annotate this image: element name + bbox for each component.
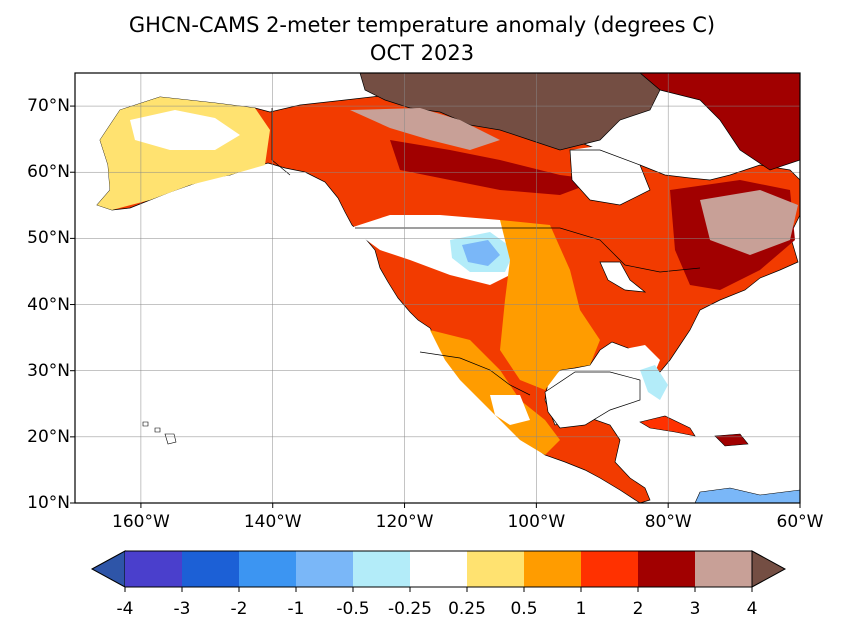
arctic-patch-white <box>570 140 700 170</box>
lat-tick-label: 70°N <box>27 96 70 117</box>
colorbar-swatch <box>125 551 183 587</box>
colorbar-tick-label: -2 <box>230 599 248 619</box>
colorbar-tick-label: -4 <box>116 599 134 619</box>
lat-tick-label: 10°N <box>27 493 70 513</box>
lat-tick-label: 30°N <box>27 360 70 381</box>
colorbar-tick-label: 1 <box>575 599 587 619</box>
colorbar-tick-label: -0.5 <box>336 599 370 619</box>
map-frame <box>74 72 801 504</box>
quebec-anomaly-lightbrown <box>700 190 798 255</box>
axis-ticks <box>70 105 801 508</box>
colorbar-outline <box>125 550 752 588</box>
arctic-patch-light-brown <box>350 108 500 150</box>
colorbar-tick-label: -3 <box>173 599 191 619</box>
colorbar-swatch <box>182 551 240 587</box>
arctic-islands <box>359 73 661 151</box>
anomaly-field <box>96 73 800 503</box>
colorbar-swatch <box>410 551 468 587</box>
colorbar-swatch <box>581 551 639 587</box>
colorbar <box>90 550 787 592</box>
alaska-border <box>271 108 291 176</box>
mexico-anomaly-white <box>490 395 530 425</box>
map-subtitle: OCT 2023 <box>369 41 475 65</box>
colorbar-swatch <box>524 551 582 587</box>
northern-canada-anomaly-darkred <box>390 140 600 195</box>
lat-tick-label: 60°N <box>27 162 70 183</box>
lat-tick-label: 40°N <box>27 294 70 315</box>
colorbar-tick-label: 3 <box>689 599 701 619</box>
lon-tick-label: 120°W <box>375 512 434 532</box>
colorbar-tick-label: 2 <box>632 599 644 619</box>
south-america-coast <box>694 487 800 503</box>
islands <box>142 415 800 503</box>
colorbar-over-arrow <box>751 550 787 588</box>
hudson-bay <box>569 149 651 206</box>
hawaii-islands <box>142 421 177 445</box>
southeast-us-anomaly-white <box>620 345 660 372</box>
hispaniola-island <box>714 433 749 447</box>
colorbar-swatch <box>695 551 753 587</box>
central-us-anomaly-orange <box>500 220 600 390</box>
us-mexico-border <box>419 351 531 396</box>
colorbar-tick-label: -0.25 <box>388 599 432 619</box>
lon-tick-label: 160°W <box>112 512 170 532</box>
alaska-anomaly-white <box>130 110 240 150</box>
great-lakes <box>599 261 647 293</box>
lon-tick-label: 100°W <box>507 512 566 532</box>
colorbar-swatch <box>296 551 354 587</box>
colorbar-tick-label: 0.25 <box>448 599 486 619</box>
colorbar-tick-label: 0.5 <box>510 599 538 619</box>
lat-tick-label: 50°N <box>27 228 70 249</box>
colorbar-swatch <box>239 551 297 587</box>
greenland-landmass <box>639 73 800 171</box>
graticule <box>75 73 800 503</box>
lon-tick-label: 140°W <box>243 512 302 532</box>
gulf-of-mexico <box>544 371 641 429</box>
map-title: GHCN-CAMS 2-meter temperature anomaly (d… <box>128 13 716 37</box>
political-boundaries <box>271 108 701 429</box>
florida-anomaly-lightblue <box>640 365 668 400</box>
northern-plains-anomaly-blue <box>462 240 500 266</box>
colorbar-swatch <box>467 551 525 587</box>
colorbar-swatch <box>353 551 411 587</box>
colorbar-swatch <box>638 551 696 587</box>
colorbar-tick-label: 4 <box>746 599 758 619</box>
mexico-anomaly-orange <box>430 330 560 455</box>
colorbar-tick-label: -1 <box>287 599 305 619</box>
colorbar-under-arrow <box>90 550 126 588</box>
us-canada-border <box>355 227 701 273</box>
lon-tick-label: 60°W <box>776 512 824 532</box>
lon-tick-label: 80°W <box>644 512 692 532</box>
cuba-island <box>639 415 696 437</box>
lat-tick-label: 20°N <box>27 426 70 447</box>
